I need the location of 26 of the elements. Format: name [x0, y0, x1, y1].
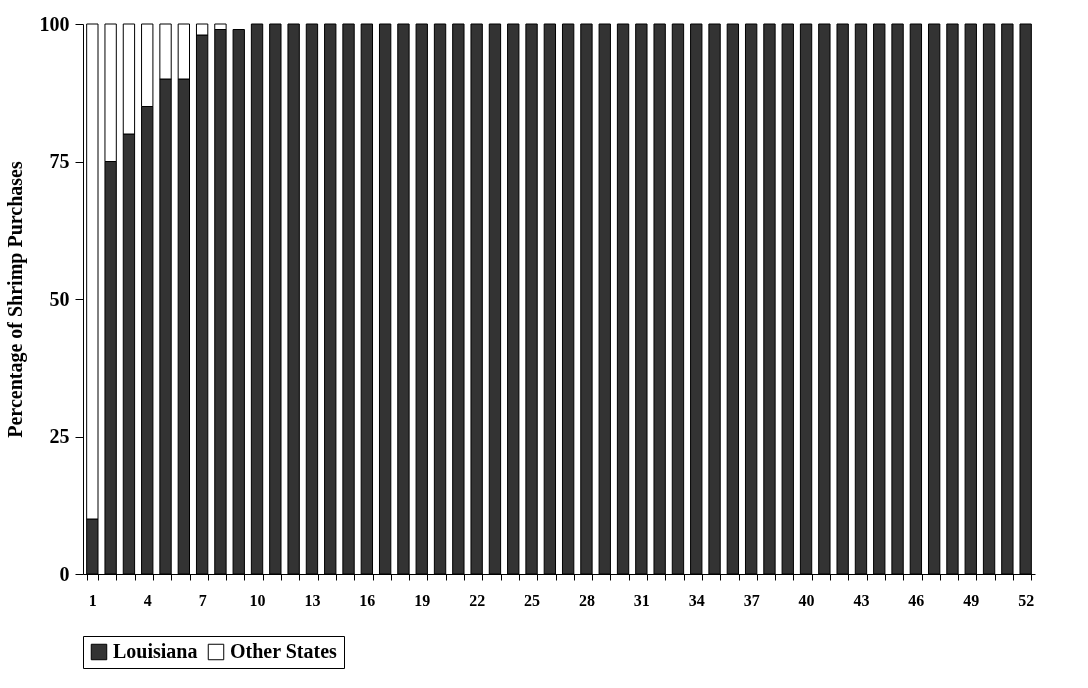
x-tick-label: 31: [633, 591, 650, 609]
x-tick-label: 28: [578, 591, 595, 609]
x-tick-label: 43: [853, 591, 870, 609]
x-tick-label: 34: [688, 591, 705, 609]
y-tick-label: 100: [39, 12, 70, 35]
x-tick-label: 22: [469, 591, 486, 609]
x-tick-label: 4: [143, 591, 152, 609]
x-tick-label: 52: [1018, 591, 1035, 609]
x-tick-label: 37: [743, 591, 760, 609]
x-tick-label: 7: [198, 591, 207, 609]
x-tick-label: 1: [88, 591, 97, 609]
legend-label: Other States: [230, 640, 338, 662]
x-tick-label: 40: [798, 591, 815, 609]
x-tick-label: 16: [359, 591, 376, 609]
y-tick-label: 75: [49, 150, 70, 172]
y-axis-title: Percentage of Shrimp Purchases: [3, 161, 27, 438]
legend-label: Louisiana: [113, 640, 198, 662]
x-tick-label: 10: [249, 591, 266, 609]
y-tick-label: 0: [59, 562, 70, 585]
y-tick-label: 25: [49, 425, 70, 447]
x-tick-label: 46: [908, 591, 925, 609]
x-tick-label: 25: [524, 591, 541, 609]
x-tick-label: 19: [414, 591, 431, 609]
x-tick-label: 13: [304, 591, 321, 609]
x-tick-label: 49: [963, 591, 980, 609]
y-tick-label: 50: [49, 287, 70, 310]
